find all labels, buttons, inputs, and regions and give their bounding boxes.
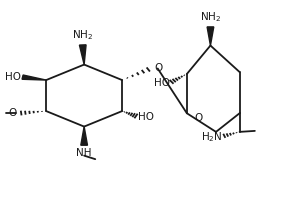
Text: H$_2$N: H$_2$N [201,131,222,144]
Polygon shape [81,127,87,145]
Polygon shape [22,75,46,80]
Text: NH: NH [76,148,92,158]
Text: NH$_2$: NH$_2$ [72,28,93,42]
Text: HO: HO [5,72,21,82]
Text: O: O [9,108,17,118]
Polygon shape [207,27,214,46]
Text: O: O [154,62,163,72]
Text: HO: HO [138,112,154,122]
Polygon shape [80,45,86,64]
Text: HO: HO [154,78,170,88]
Text: NH$_2$: NH$_2$ [200,10,221,24]
Text: O: O [195,113,203,123]
